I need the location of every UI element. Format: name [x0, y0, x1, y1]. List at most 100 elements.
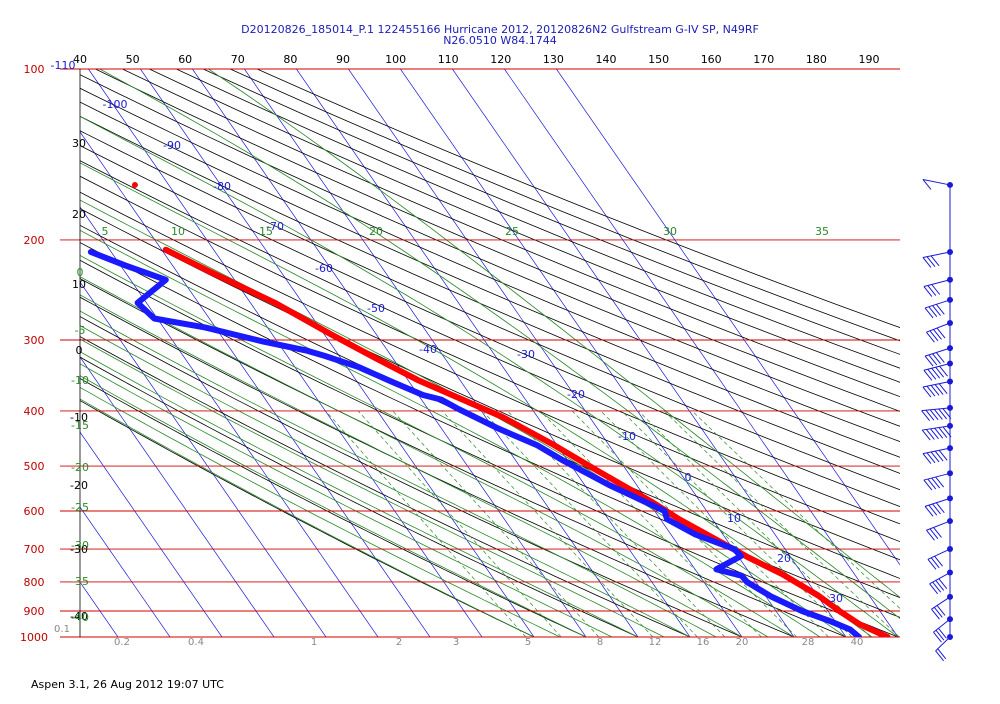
- isotherm-label: -40: [419, 343, 437, 356]
- top-axis-label: 120: [490, 53, 511, 66]
- dewpoint-point: [722, 543, 727, 548]
- wind-barb-flag: [932, 368, 940, 378]
- temperature-point: [197, 264, 202, 269]
- top-axis-label: 50: [126, 53, 140, 66]
- dewpoint-point: [501, 428, 506, 433]
- dewpoint-point: [454, 405, 459, 410]
- temperature-point: [466, 399, 471, 404]
- temperature-point: [595, 468, 600, 473]
- mixing-ratio-label: 5: [525, 637, 531, 648]
- dewpoint-point: [464, 411, 469, 416]
- dry-adiabat-line: [0, 69, 876, 649]
- mixing-ratio-label: 0.2: [114, 637, 130, 648]
- wind-level-dot: [947, 297, 953, 303]
- dry-adiabat-line: [95, 69, 1000, 649]
- temperature-point: [216, 274, 221, 279]
- wind-level-dot: [947, 320, 953, 326]
- mixing-ratio-label: 0.1: [54, 624, 70, 635]
- dewpoint-point: [128, 265, 133, 270]
- dewpoint-point: [655, 505, 660, 510]
- wind-barb-flag: [928, 369, 936, 379]
- temperature-point: [180, 256, 185, 261]
- temperature-point: [584, 462, 589, 467]
- wind-barb-flag: [936, 580, 944, 590]
- temperature-point: [811, 590, 816, 595]
- wind-barb-flag: [935, 556, 943, 566]
- wind-barb-flag: [926, 332, 934, 342]
- wind-barb-flag: [933, 329, 941, 339]
- wind-barb-flag: [927, 257, 935, 267]
- dry-adiabat-line: [0, 69, 823, 649]
- dewpoint-point: [470, 413, 475, 418]
- temperature-point: [209, 270, 214, 275]
- dry-adiabat-line: [0, 69, 718, 649]
- mixing-ratio-label: 0.4: [188, 637, 204, 648]
- temperature-point: [240, 285, 245, 290]
- temperature-point: [307, 320, 312, 325]
- isotherm-label: 10: [727, 512, 741, 525]
- wind-barb-flag: [933, 632, 941, 642]
- dewpoint-point: [143, 270, 148, 275]
- wind-barb-flag: [934, 409, 942, 419]
- wind-level-dot: [947, 495, 953, 501]
- wind-barb-flag: [926, 410, 934, 420]
- temperature-point: [544, 438, 549, 443]
- temperature-point: [578, 458, 583, 463]
- isotherm-line: [244, 69, 638, 637]
- dewpoint-point: [177, 320, 182, 325]
- temperature-point: [373, 356, 378, 361]
- saturation-adiabat-label: 30: [663, 225, 677, 238]
- temperature-point: [405, 372, 410, 377]
- dewpoint-point: [595, 476, 600, 481]
- saturation-adiabat-label: 20: [369, 225, 383, 238]
- isotherm-line: [0, 69, 118, 637]
- wind-barb-flag: [923, 257, 931, 267]
- temperature-point: [444, 390, 449, 395]
- top-axis-label: 190: [859, 53, 880, 66]
- temperature-point: [454, 394, 459, 399]
- wind-barb-flag: [923, 387, 931, 397]
- isotherm-line: [504, 69, 898, 637]
- saturation-adiabat-label: -15: [71, 419, 89, 432]
- saturation-adiabat-label: 5: [102, 225, 109, 238]
- dewpoint-point: [202, 325, 207, 330]
- top-axis-label: 100: [385, 53, 406, 66]
- dewpoint-point: [480, 418, 485, 423]
- temperature-point: [692, 525, 697, 530]
- wind-barb-flag: [923, 454, 931, 464]
- temperature-point: [430, 384, 435, 389]
- pressure-label: 200: [24, 234, 45, 247]
- pressure-label: 100: [24, 63, 45, 76]
- wind-barb-flag: [933, 354, 941, 364]
- top-axis-label: 80: [283, 53, 297, 66]
- top-axis-label: 110: [438, 53, 459, 66]
- temperature-point: [532, 432, 537, 437]
- wind-barb-staff: [923, 252, 950, 257]
- wind-level-dot: [947, 361, 953, 367]
- temperature-point: [399, 369, 404, 374]
- saturation-adiabat-label: 15: [259, 225, 273, 238]
- temperature-point: [525, 428, 530, 433]
- temperature-point: [494, 412, 499, 417]
- saturation-adiabat-label: -25: [71, 501, 89, 514]
- dry-adiabat-line: [0, 69, 1000, 649]
- wind-barb-flag: [935, 428, 943, 438]
- dewpoint-point: [298, 347, 303, 352]
- temperature-point: [780, 572, 785, 577]
- dry-adiabat-line: [149, 69, 1000, 649]
- pressure-label: 300: [24, 334, 45, 347]
- wind-barb-flag: [930, 584, 938, 594]
- temperature-point: [293, 312, 298, 317]
- dewpoint-point: [530, 441, 535, 446]
- temperature-point: [807, 588, 812, 593]
- dewpoint-point: [584, 470, 589, 475]
- wind-barb-flag: [939, 428, 947, 438]
- wind-barb-flag: [932, 478, 940, 488]
- temperature-point: [314, 324, 319, 329]
- temperature-point: [590, 465, 595, 470]
- dewpoint-point: [727, 545, 732, 550]
- temperature-point: [224, 277, 229, 282]
- temperature-point: [328, 332, 333, 337]
- dry-adiabat-line: [0, 69, 1000, 649]
- temperature-point: [175, 253, 180, 258]
